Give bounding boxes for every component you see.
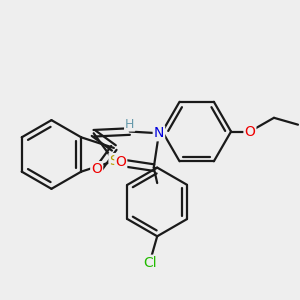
Text: O: O xyxy=(116,154,126,169)
Text: O: O xyxy=(91,162,102,176)
Text: H: H xyxy=(125,118,134,130)
Text: O: O xyxy=(244,124,255,139)
Text: N: N xyxy=(154,126,164,140)
Text: S: S xyxy=(110,154,118,168)
Text: Cl: Cl xyxy=(143,256,157,270)
